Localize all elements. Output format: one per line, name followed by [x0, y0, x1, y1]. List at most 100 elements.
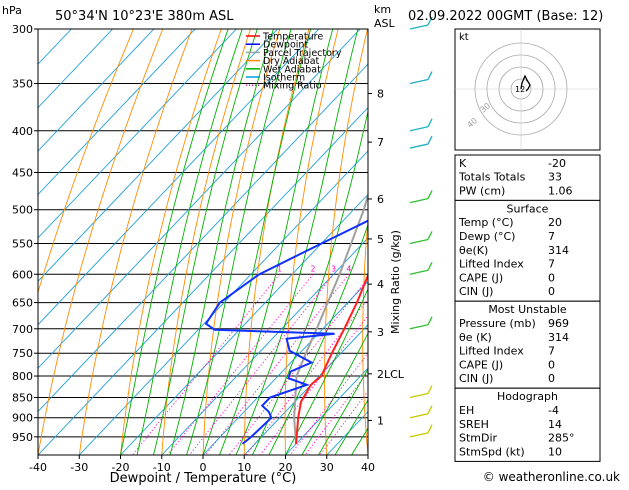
unstable-row-value: 0 — [548, 358, 555, 371]
surface-row-label: CAPE (J) — [459, 271, 503, 284]
wet-adiabat-line — [187, 29, 292, 455]
temperature-tick-label: -40 — [29, 461, 47, 474]
surface-row-label: Temp (°C) — [458, 216, 514, 229]
wind-barbs — [410, 17, 432, 437]
temperature-tick-label: 40 — [361, 461, 375, 474]
location-title: 50°34'N 10°23'E 380m ASL — [55, 9, 234, 24]
pressure-tick-label: 400 — [12, 125, 33, 138]
pressure-tick-label: 800 — [12, 370, 33, 383]
wind-barb-flag — [428, 425, 432, 433]
pressure-tick-label: 350 — [12, 78, 33, 91]
hodograph-stats-row-label: EH — [459, 404, 474, 417]
hodograph: kt 30 40 12 — [455, 29, 600, 150]
hodograph-stats-row-label: StmSpd (kt) — [459, 445, 525, 458]
wind-barb — [410, 80, 428, 84]
pressure-tick-label: 500 — [12, 204, 33, 217]
km-label: km — [374, 3, 391, 16]
surface-row-value: 7 — [548, 230, 555, 243]
pressure-tick-label: 950 — [12, 431, 33, 444]
hodograph-marker: 12 — [515, 85, 525, 94]
wind-barb — [410, 127, 428, 131]
mixing-ratio-label: 4 — [346, 264, 351, 273]
wind-barb-flag — [428, 385, 432, 393]
surface-row-value: 7 — [548, 258, 555, 271]
surface-row-label: θe(K) — [459, 244, 488, 257]
wet-adiabat-line — [286, 29, 459, 455]
pressure-tick-label: 750 — [12, 347, 33, 360]
dry-adiabat-line — [203, 29, 280, 455]
isotherm-line — [0, 29, 319, 455]
isotherm-line — [0, 29, 401, 455]
surface-row-value: 20 — [548, 216, 562, 229]
indices-row-value: 33 — [548, 171, 562, 184]
pressure-tick-label: 300 — [12, 23, 33, 36]
unstable-row-value: 969 — [548, 317, 569, 330]
temperature-tick-label: 30 — [320, 461, 334, 474]
unstable-row-label: Pressure (mb) — [459, 317, 536, 330]
hodograph-kt-label: kt — [459, 32, 469, 43]
wet-adiabat-line — [137, 29, 242, 455]
unstable-row-label: CAPE (J) — [459, 358, 503, 371]
surface-row-value: 0 — [548, 271, 555, 284]
wind-barb — [410, 414, 428, 418]
unstable-row-label: Lifted Index — [459, 345, 524, 358]
pressure-tick-label: 450 — [12, 166, 33, 179]
indices-row-label: PW (cm) — [459, 184, 505, 197]
profile-lines — [206, 29, 447, 444]
hodograph-stats-row-value: 10 — [548, 445, 562, 458]
pressure-tick-label: 900 — [12, 412, 33, 425]
pressure-tick-label: 700 — [12, 323, 33, 336]
wind-barb-flag — [428, 191, 432, 199]
hodograph-stats-row-value: 14 — [548, 418, 562, 431]
dry-adiabat-line — [38, 29, 163, 455]
km-tick-label: 6 — [377, 193, 384, 206]
mixing-ratio-line — [168, 274, 313, 455]
hodograph-stats-row-value: 285° — [548, 432, 575, 445]
asl-label: ASL — [374, 17, 396, 30]
wind-barb — [410, 239, 428, 243]
wind-barb — [410, 270, 428, 274]
dry-adiabat-line — [121, 29, 222, 455]
wind-barb — [410, 393, 428, 397]
isotherm-line — [0, 29, 71, 455]
pressure-tick-label: 600 — [12, 268, 33, 281]
wind-barb — [410, 144, 428, 148]
legend-label: Mixing Ratio — [263, 81, 322, 92]
wind-barb-flag — [428, 262, 432, 270]
km-tick-label: 3 — [377, 326, 384, 339]
km-tick-label: 2LCL — [377, 368, 405, 381]
km-tick-label: 4 — [377, 278, 384, 291]
mixing-ratio-axis-title: Mixing Ratio (g/kg) — [389, 230, 402, 334]
wind-barb — [410, 199, 428, 203]
dry-adiabat-line — [400, 29, 426, 455]
mixing-ratio-label: 6 — [369, 264, 374, 273]
dry-adiabat-line — [600, 29, 629, 455]
datetime-title: 02.09.2022 00GMT (Base: 12) — [408, 9, 603, 24]
wind-barb — [410, 433, 428, 437]
isotherm-line — [0, 29, 236, 455]
wind-barb-flag — [428, 136, 432, 144]
unstable-row-label: θe (K) — [459, 331, 492, 344]
hodograph-stats-row-label: StmDir — [459, 432, 498, 445]
pressure-tick-label: 850 — [12, 391, 33, 404]
indices-row-label: Totals Totals — [458, 171, 526, 184]
mixing-ratio-label: 2 — [311, 264, 316, 273]
surface-row-label: CIN (J) — [459, 285, 493, 298]
surface-row-value: 0 — [548, 285, 555, 298]
mixing-ratio-label: 3 — [331, 264, 336, 273]
hodograph-stats-title: Hodograph — [497, 390, 558, 403]
pressure-tick-label: 650 — [12, 297, 33, 310]
indices-row-label: K — [459, 157, 467, 170]
unstable-title: Most Unstable — [488, 303, 567, 316]
dewpoint-line — [206, 29, 446, 444]
temperature-tick-label: -30 — [70, 461, 88, 474]
mixing-ratio-label: 20 — [438, 264, 448, 273]
km-tick-label: 5 — [377, 233, 384, 246]
surface-row-label: Lifted Index — [459, 258, 524, 271]
wind-barb-flag — [428, 119, 432, 127]
wind-barb-flag — [428, 317, 432, 325]
hodograph-stats-row-label: SREH — [459, 418, 489, 431]
